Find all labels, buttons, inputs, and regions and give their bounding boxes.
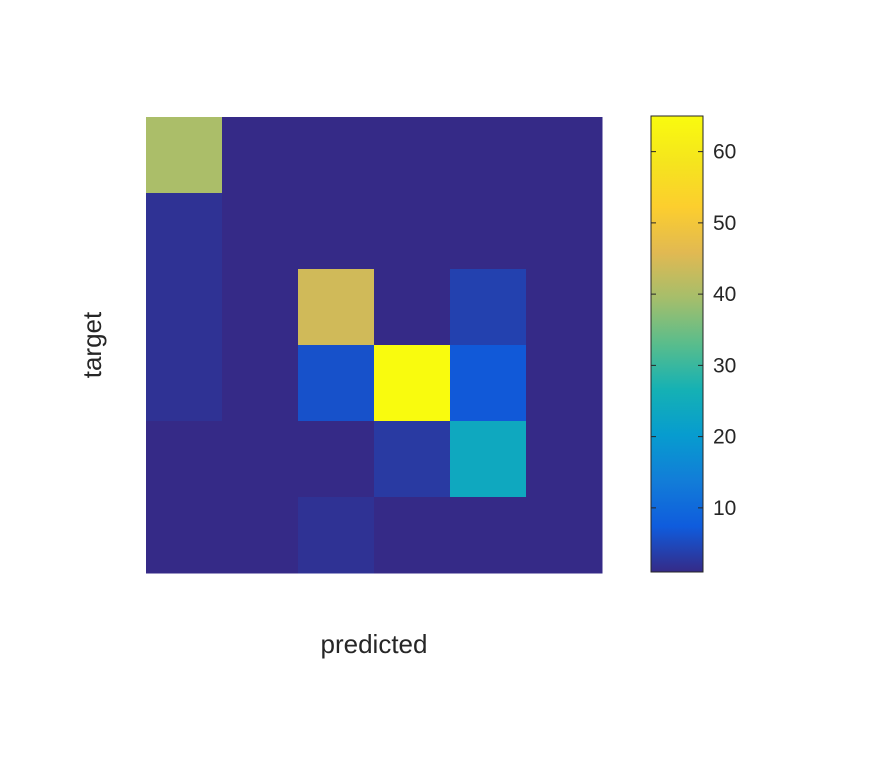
heatmap-cell-r1-c0 — [146, 193, 223, 270]
colorbar-tick-label-60: 60 — [713, 141, 736, 164]
heatmap-cell-r5-c1 — [222, 497, 299, 574]
heatmap-cell-r3-c1 — [222, 345, 299, 422]
heatmap-cell-r0-c4 — [450, 117, 527, 194]
heatmap-cell-r2-c1 — [222, 269, 299, 346]
heatmap-cell-r2-c0 — [146, 269, 223, 346]
colorbar-tick-label-40: 40 — [713, 283, 736, 306]
heatmap-cell-r2-c5 — [526, 269, 603, 346]
colorbar-tick-label-50: 50 — [713, 212, 736, 235]
colorbar-tick-label-30: 30 — [713, 354, 736, 377]
colorbar-tick-label-20: 20 — [713, 426, 736, 449]
heatmap-cell-r5-c4 — [450, 497, 527, 574]
heatmap-cell-r3-c0 — [146, 345, 223, 422]
heatmap-cell-r4-c4 — [450, 421, 527, 498]
heatmap-cell-r0-c0 — [146, 117, 223, 194]
heatmap-cell-r3-c4 — [450, 345, 527, 422]
heatmap-cell-r3-c5 — [526, 345, 603, 422]
heatmap-cells — [146, 117, 603, 574]
heatmap-cell-r4-c3 — [374, 421, 451, 498]
heatmap-cell-r1-c1 — [222, 193, 299, 270]
heatmap-cell-r4-c0 — [146, 421, 223, 498]
heatmap-cell-r5-c5 — [526, 497, 603, 574]
colorbar-tick-label-10: 10 — [713, 497, 736, 520]
heatmap-cell-r0-c2 — [298, 117, 375, 194]
heatmap-cell-r5-c0 — [146, 497, 223, 574]
heatmap-cell-r4-c1 — [222, 421, 299, 498]
x-axis-label: predicted — [321, 629, 428, 659]
heatmap-cell-r4-c5 — [526, 421, 603, 498]
heatmap-cell-r1-c5 — [526, 193, 603, 270]
colorbar: 10 20 30 40 50 60 — [650, 115, 736, 573]
colorbar-ticks: 10 20 30 40 50 60 — [651, 141, 736, 520]
heatmap-cell-r1-c2 — [298, 193, 375, 270]
y-axis-label: target — [77, 311, 107, 378]
heatmap-cell-r1-c3 — [374, 193, 451, 270]
colorbar-gradient — [650, 115, 704, 573]
heatmap-cell-r0-c1 — [222, 117, 299, 194]
heatmap-cell-r1-c4 — [450, 193, 527, 270]
heatmap-cell-r2-c3 — [374, 269, 451, 346]
heatmap-cell-r2-c4 — [450, 269, 527, 346]
heatmap-cell-r5-c3 — [374, 497, 451, 574]
heatmap-cell-r4-c2 — [298, 421, 375, 498]
heatmap-cell-r0-c3 — [374, 117, 451, 194]
heatmap-cell-r0-c5 — [526, 117, 603, 194]
heatmap-cell-r3-c3 — [374, 345, 451, 422]
heatmap-cell-r3-c2 — [298, 345, 375, 422]
heatmap-cell-r5-c2 — [298, 497, 375, 574]
heatmap-cell-r2-c2 — [298, 269, 375, 346]
